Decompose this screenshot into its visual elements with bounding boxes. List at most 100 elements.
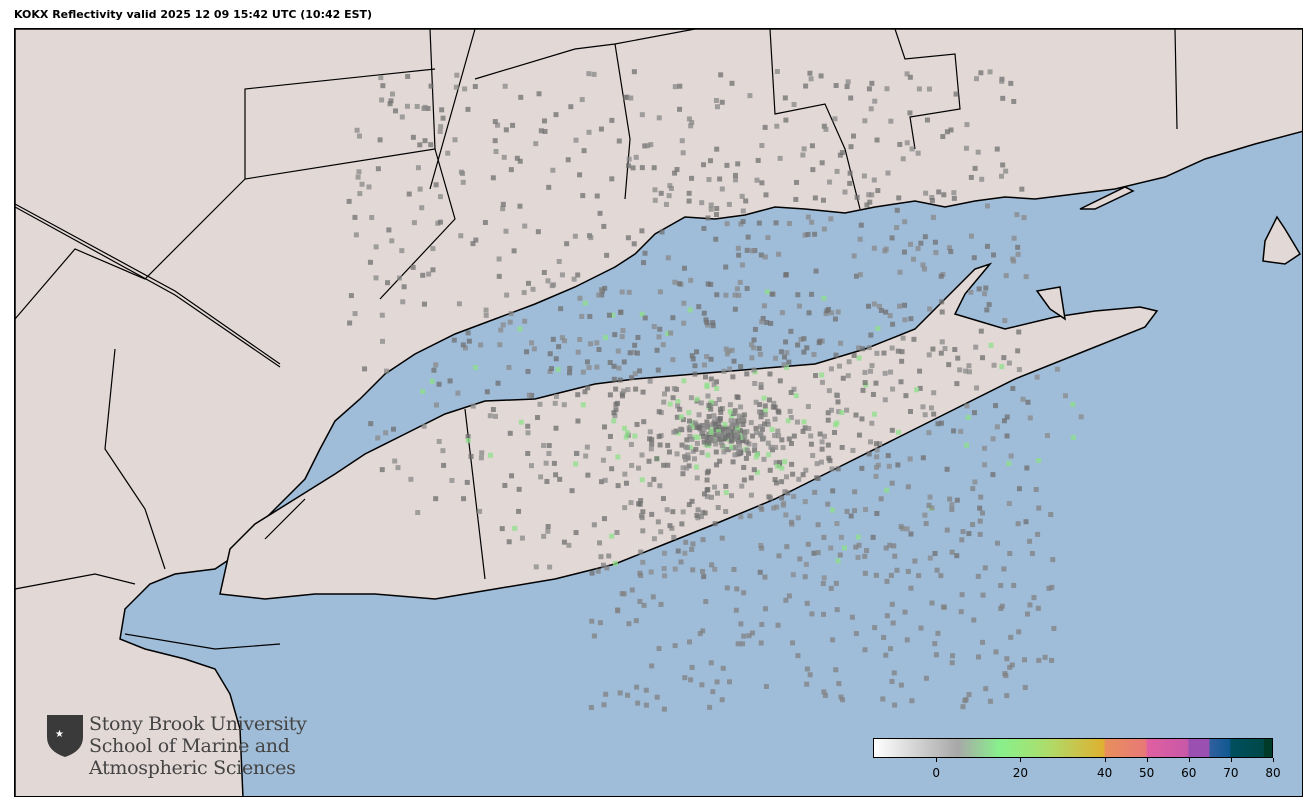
radar-pixel (752, 447, 758, 453)
radar-pixel (547, 351, 553, 357)
radar-pixel (810, 167, 816, 173)
radar-pixel (705, 215, 711, 221)
radar-map[interactable]: ★ Stony Brook University School of Marin… (14, 28, 1303, 797)
radar-pixel (661, 566, 667, 572)
radar-pixel (701, 491, 707, 497)
radar-pixel (422, 104, 428, 110)
radar-pixel (634, 421, 640, 427)
radar-pixel (1015, 348, 1021, 354)
radar-pixel (631, 241, 637, 247)
radar-pixel (664, 386, 670, 392)
radar-pixel (502, 482, 508, 488)
radar-pixel (598, 126, 604, 132)
radar-pixel (639, 452, 645, 458)
radar-pixel (708, 281, 714, 287)
radar-pixel (546, 451, 552, 457)
radar-pixel (781, 362, 787, 368)
radar-pixel (660, 496, 666, 502)
radar-pixel (759, 319, 765, 325)
radar-pixel (958, 428, 964, 434)
radar-pixel (549, 283, 555, 289)
radar-pixel (767, 371, 773, 377)
radar-pixel (758, 424, 764, 430)
radar-pixel (741, 464, 747, 470)
radar-pixel (856, 345, 862, 351)
radar-pixel (1006, 500, 1012, 506)
radar-pixel (871, 411, 877, 417)
radar-pixel (379, 312, 385, 318)
radar-pixel (738, 621, 744, 627)
radar-pixel (575, 392, 581, 398)
radar-pixel (633, 154, 639, 160)
radar-pixel (738, 434, 744, 440)
radar-pixel (628, 95, 634, 101)
radar-pixel (741, 412, 747, 418)
radar-pixel (748, 420, 754, 426)
radar-pixel (864, 202, 870, 208)
radar-pixel (823, 126, 829, 132)
radar-pixel (577, 337, 583, 343)
radar-pixel (502, 83, 508, 89)
radar-pixel (714, 462, 720, 468)
radar-pixel (805, 231, 811, 237)
radar-pixel (500, 322, 506, 328)
radar-pixel (465, 330, 471, 336)
radar-pixel (897, 141, 903, 147)
radar-pixel (723, 264, 729, 270)
radar-pixel (543, 460, 549, 466)
radar-pixel (899, 358, 905, 364)
radar-pixel (672, 643, 678, 649)
radar-pixel (553, 356, 559, 362)
radar-pixel (473, 237, 479, 243)
radar-pixel (705, 486, 711, 492)
radar-pixel (623, 95, 629, 101)
radar-pixel (773, 480, 779, 486)
radar-pixel (506, 539, 512, 545)
radar-pixel (964, 403, 970, 409)
radar-pixel (782, 354, 788, 360)
radar-pixel (713, 236, 719, 242)
radar-pixel (866, 86, 872, 92)
radar-pixel (651, 536, 657, 542)
radar-pixel (579, 313, 585, 319)
radar-pixel (661, 391, 667, 397)
radar-pixel (770, 447, 776, 453)
radar-pixel (665, 255, 671, 261)
radar-pixel (949, 506, 955, 512)
radar-pixel (678, 559, 684, 565)
radar-pixel (699, 682, 705, 688)
radar-pixel (968, 289, 974, 295)
colorbar-tick-label: 40 (1096, 766, 1113, 780)
radar-pixel (727, 366, 733, 372)
radar-pixel (932, 550, 938, 556)
radar-pixel (511, 248, 517, 254)
radar-pixel (915, 150, 921, 156)
radar-pixel (359, 181, 365, 187)
radar-pixel (761, 456, 767, 462)
radar-pixel (708, 376, 714, 382)
radar-pixel (869, 420, 875, 426)
radar-pixel (914, 387, 920, 393)
radar-pixel (825, 410, 831, 416)
radar-pixel (1036, 657, 1042, 663)
radar-pixel (553, 425, 559, 431)
radar-pixel (609, 466, 615, 472)
radar-pixel (684, 437, 690, 443)
radar-pixel (426, 271, 432, 277)
radar-pixel (683, 465, 689, 471)
radar-pixel (683, 539, 689, 545)
radar-pixel (679, 521, 685, 527)
radar-pixel (765, 440, 771, 446)
radar-pixel (916, 86, 922, 92)
radar-pixel (739, 437, 745, 443)
radar-pixel (759, 409, 765, 415)
radar-pixel (706, 402, 712, 408)
radar-pixel (826, 306, 832, 312)
radar-pixel (656, 409, 662, 415)
radar-pixel (852, 508, 858, 514)
radar-pixel (522, 223, 528, 229)
radar-pixel (835, 399, 841, 405)
radar-pixel (903, 393, 909, 399)
colorbar-tick-mark (1146, 758, 1148, 762)
radar-pixel (883, 309, 889, 315)
